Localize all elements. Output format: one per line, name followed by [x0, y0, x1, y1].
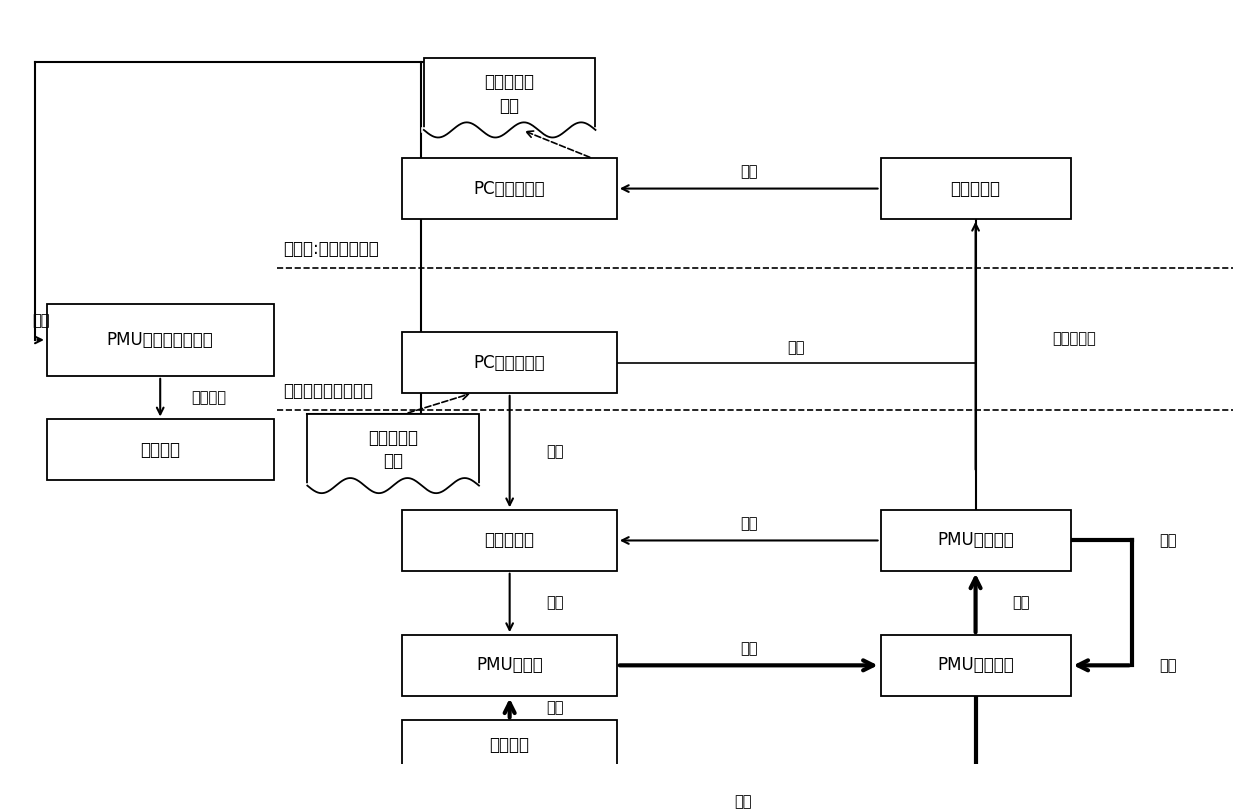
Text: 网络交换机: 网络交换机 — [485, 532, 534, 549]
Text: 光纤: 光纤 — [734, 794, 751, 809]
Text: 解析计算: 解析计算 — [191, 390, 226, 405]
Text: 网线: 网线 — [740, 164, 758, 180]
Text: 网线: 网线 — [547, 595, 564, 611]
Text: 网线: 网线 — [787, 340, 805, 355]
Text: 导入: 导入 — [32, 314, 50, 328]
Text: PMU测试仪: PMU测试仪 — [476, 656, 543, 675]
Text: 光纤: 光纤 — [740, 642, 758, 656]
FancyBboxPatch shape — [402, 332, 618, 393]
FancyBboxPatch shape — [47, 419, 274, 480]
FancyBboxPatch shape — [402, 635, 618, 696]
Text: 光纤: 光纤 — [1159, 658, 1177, 673]
FancyBboxPatch shape — [402, 720, 618, 769]
Text: PMU集中单元: PMU集中单元 — [937, 532, 1014, 549]
FancyBboxPatch shape — [47, 304, 274, 376]
Text: 子站端数据
文件: 子站端数据 文件 — [368, 429, 418, 471]
Text: 前置服务器: 前置服务器 — [951, 180, 1001, 197]
Text: PMU采集单元: PMU采集单元 — [937, 656, 1014, 675]
Text: PC子站客户端: PC子站客户端 — [474, 354, 546, 371]
Text: 主站端数据
文件: 主站端数据 文件 — [485, 73, 534, 115]
FancyBboxPatch shape — [880, 510, 1070, 570]
FancyBboxPatch shape — [424, 58, 595, 130]
Text: 时钟对时: 时钟对时 — [490, 736, 529, 754]
Text: PMU测试仪解析软件: PMU测试仪解析软件 — [107, 331, 213, 349]
Text: 调度数据网: 调度数据网 — [1052, 332, 1095, 346]
FancyBboxPatch shape — [308, 413, 479, 485]
Text: PC主站客户端: PC主站客户端 — [474, 180, 546, 197]
FancyBboxPatch shape — [402, 510, 618, 570]
Text: 光纤: 光纤 — [547, 701, 564, 715]
Text: 主站端:调度控制中心: 主站端:调度控制中心 — [283, 240, 378, 258]
Text: 试验报告: 试验报告 — [140, 441, 180, 459]
FancyBboxPatch shape — [880, 159, 1070, 219]
Text: 网线: 网线 — [547, 444, 564, 459]
Text: 子站端：智能变电站: 子站端：智能变电站 — [283, 382, 373, 400]
FancyBboxPatch shape — [402, 159, 618, 219]
FancyBboxPatch shape — [880, 635, 1070, 696]
Text: 网线: 网线 — [740, 516, 758, 532]
Text: 光纤: 光纤 — [1159, 533, 1177, 548]
Text: 光纤: 光纤 — [1012, 595, 1030, 611]
